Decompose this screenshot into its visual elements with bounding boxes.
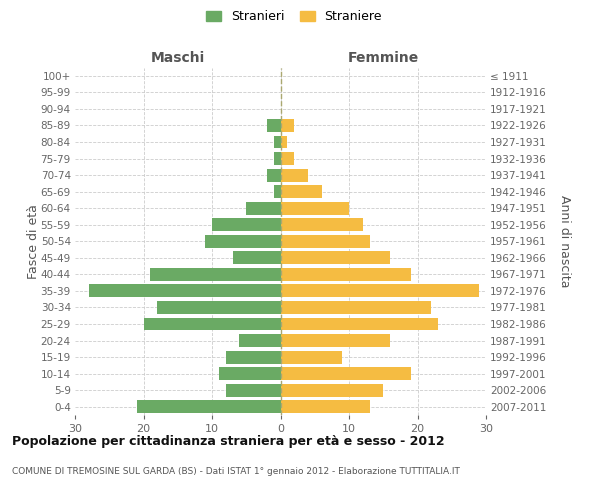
Bar [274,185,281,198]
Y-axis label: Anni di nascita: Anni di nascita [558,195,571,288]
Bar [274,136,281,148]
Bar [281,301,431,314]
Bar [274,152,281,165]
Bar [226,384,281,396]
Bar [281,350,342,364]
Bar [281,152,294,165]
Bar [281,252,390,264]
Bar [246,202,281,214]
Bar [281,284,479,298]
Text: Maschi: Maschi [151,51,205,65]
Bar [281,235,370,248]
Bar [151,268,281,281]
Bar [281,119,294,132]
Bar [233,252,281,264]
Text: Femmine: Femmine [347,51,419,65]
Bar [157,301,281,314]
Bar [281,367,410,380]
Bar [226,350,281,364]
Bar [281,218,363,231]
Y-axis label: Fasce di età: Fasce di età [27,204,40,279]
Bar [281,136,287,148]
Text: COMUNE DI TREMOSINE SUL GARDA (BS) - Dati ISTAT 1° gennaio 2012 - Elaborazione T: COMUNE DI TREMOSINE SUL GARDA (BS) - Dat… [12,468,460,476]
Bar [239,334,281,347]
Bar [281,334,390,347]
Bar [219,367,281,380]
Bar [281,268,410,281]
Text: Popolazione per cittadinanza straniera per età e sesso - 2012: Popolazione per cittadinanza straniera p… [12,435,445,448]
Bar [212,218,281,231]
Bar [89,284,281,298]
Bar [143,318,281,330]
Bar [281,185,322,198]
Bar [281,400,370,413]
Bar [205,235,281,248]
Bar [281,168,308,181]
Bar [267,119,281,132]
Bar [281,318,438,330]
Bar [137,400,281,413]
Bar [281,202,349,214]
Bar [267,168,281,181]
Legend: Stranieri, Straniere: Stranieri, Straniere [202,6,386,26]
Bar [281,384,383,396]
